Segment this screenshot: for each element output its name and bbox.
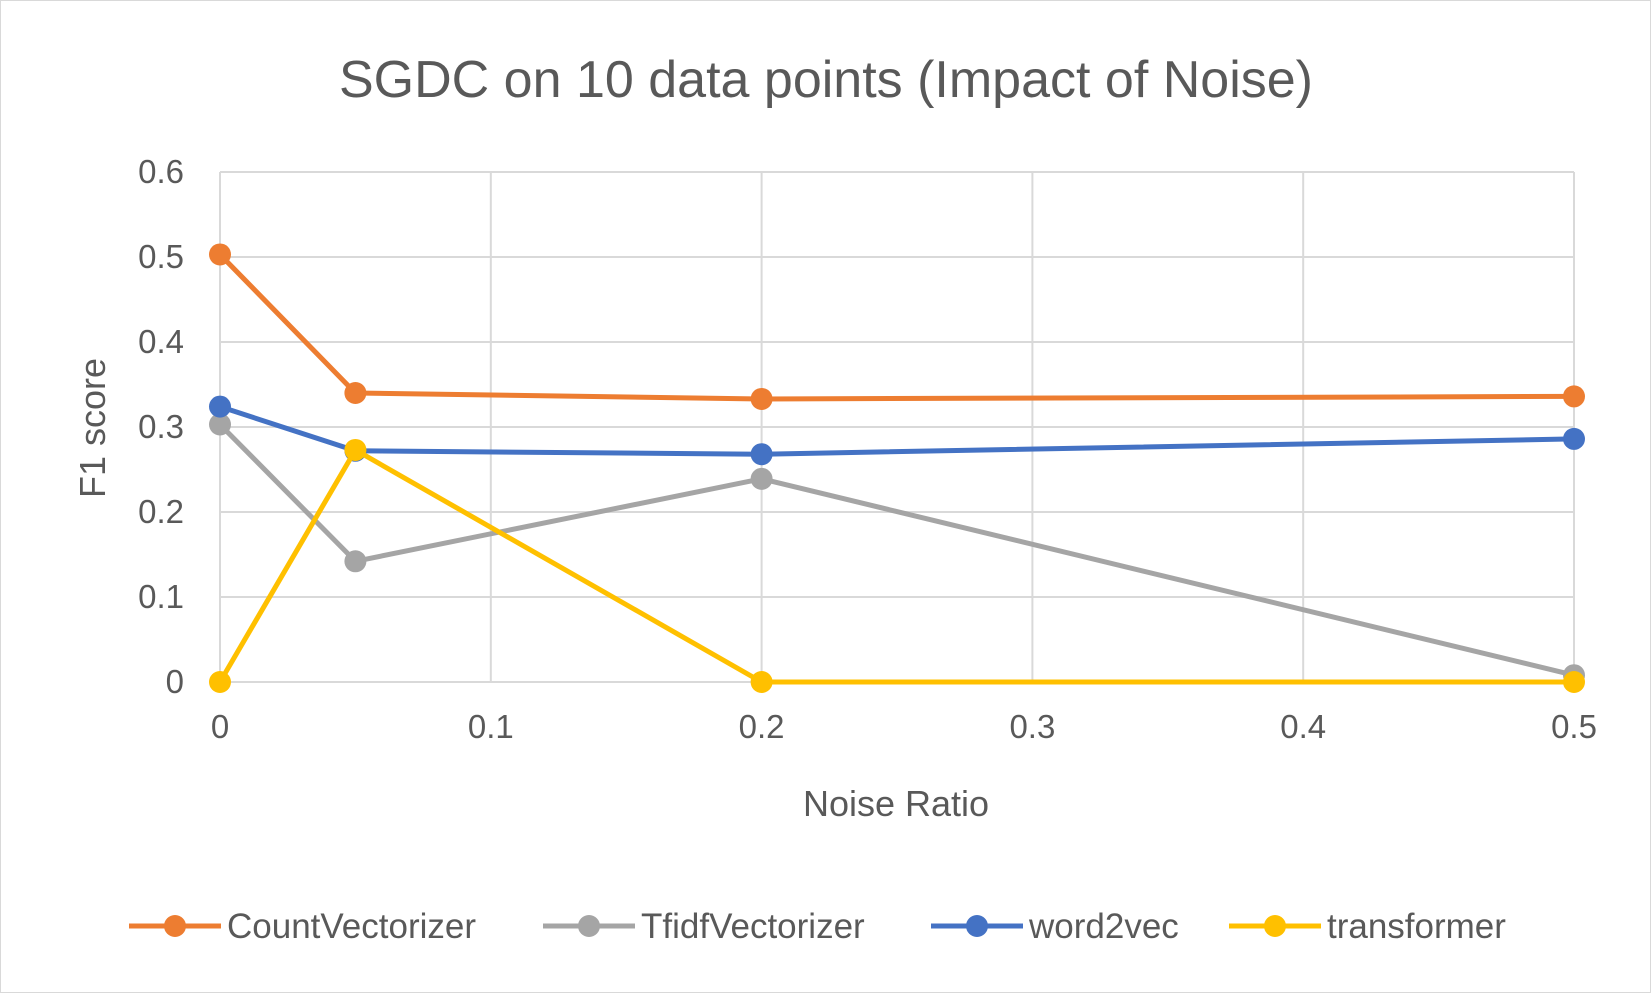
legend: CountVectorizer TfidfVectorizer word2vec tr…	[129, 907, 1506, 946]
data-point	[209, 671, 231, 693]
data-point	[1563, 385, 1585, 408]
x-tick-label: 0.5	[1551, 708, 1597, 745]
legend-marker	[164, 915, 186, 937]
x-tick-label: 0.4	[1280, 708, 1326, 745]
legend-marker	[578, 915, 600, 937]
legend-marker	[1264, 915, 1286, 937]
data-point	[209, 413, 231, 436]
data-point	[750, 387, 773, 410]
y-tick-label: 0	[166, 663, 184, 700]
chart-title: SGDC on 10 data points (Impact of Noise)	[339, 51, 1313, 109]
series-countvectorizer	[209, 243, 1585, 410]
data-point	[344, 438, 367, 461]
data-point	[344, 550, 367, 573]
series-transformer	[209, 438, 1585, 693]
gridlines	[219, 171, 1575, 683]
legend-item: CountVectorizer	[129, 907, 476, 946]
series-layer	[209, 243, 1585, 693]
data-point	[209, 395, 231, 418]
data-point	[1563, 671, 1585, 693]
y-tick-label: 0.3	[138, 408, 184, 445]
legend-label: transformer	[1327, 907, 1506, 946]
x-axis-label: Noise Ratio	[803, 783, 989, 824]
data-point	[1563, 427, 1585, 450]
legend-label: TfidfVectorizer	[641, 907, 865, 946]
legend-item: transformer	[1229, 907, 1506, 946]
data-point	[209, 243, 231, 266]
series-tfidfvectorizer	[209, 413, 1585, 687]
y-tick-label: 0.2	[138, 493, 184, 530]
legend-item: TfidfVectorizer	[543, 907, 865, 946]
data-point	[750, 443, 773, 466]
tick-labels: 0 0.1 0.2 0.3 0.4 0.5 0.6 0 0.1 0.2 0.3 0.4 0.5	[138, 153, 1597, 745]
series-line	[218, 252, 1575, 402]
x-tick-label: 0.1	[468, 708, 514, 745]
data-point	[750, 467, 773, 490]
legend-label: word2vec	[1028, 907, 1179, 946]
y-axis-label: F1 score	[72, 358, 113, 498]
y-tick-label: 0.5	[138, 238, 184, 275]
legend-marker	[966, 915, 988, 937]
series-word2vec	[209, 395, 1585, 466]
x-tick-label: 0	[211, 708, 229, 745]
legend-label: CountVectorizer	[227, 907, 476, 946]
y-tick-label: 0.1	[138, 578, 184, 615]
legend-item: word2vec	[931, 907, 1179, 946]
series-line	[218, 422, 1575, 678]
data-point	[344, 382, 367, 404]
y-tick-label: 0.6	[138, 153, 184, 190]
x-tick-label: 0.3	[1009, 708, 1055, 745]
data-point	[750, 671, 773, 693]
series-line	[217, 447, 1574, 685]
series-line	[219, 404, 1575, 457]
y-tick-label: 0.4	[138, 323, 184, 360]
x-tick-label: 0.2	[739, 708, 785, 745]
